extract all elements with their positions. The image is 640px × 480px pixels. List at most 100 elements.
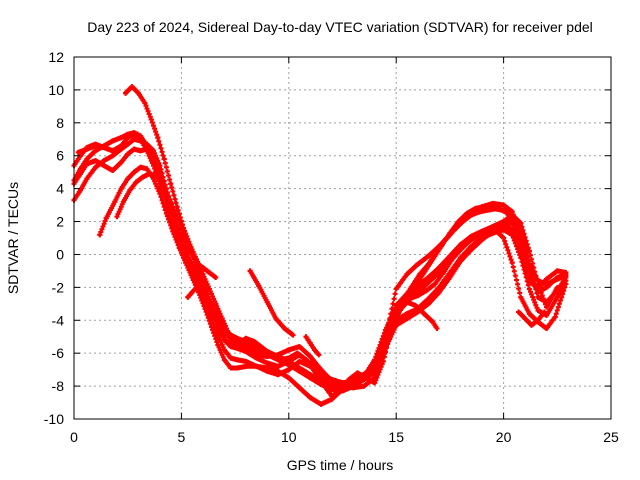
data-point (183, 260, 189, 266)
data-point (213, 274, 219, 280)
data-point (150, 154, 156, 160)
data-point (213, 301, 219, 307)
data-point (378, 349, 384, 355)
data-point (118, 186, 124, 192)
data-point (75, 149, 81, 155)
data-point (447, 230, 453, 236)
data-point (245, 347, 251, 353)
data-point (501, 235, 507, 241)
data-point (316, 352, 322, 358)
data-point (544, 312, 550, 318)
data-point (254, 363, 260, 369)
data-point (275, 363, 281, 369)
data-point (144, 146, 150, 152)
y-tick-label: 12 (48, 49, 64, 65)
data-point (125, 176, 131, 182)
data-point (273, 316, 279, 322)
data-point (286, 355, 292, 361)
data-point (243, 358, 249, 364)
data-point (97, 232, 103, 238)
data-point (101, 163, 107, 169)
data-point (372, 363, 378, 369)
data-point (219, 316, 225, 322)
data-point (501, 202, 507, 208)
data-point (131, 136, 137, 142)
data-point (501, 227, 507, 233)
data-point (202, 306, 208, 312)
data-point (234, 357, 240, 363)
data-point (157, 191, 163, 197)
data-point (103, 215, 109, 221)
data-point (526, 311, 532, 317)
data-point (329, 378, 335, 384)
data-point (329, 393, 335, 399)
data-point (425, 276, 431, 282)
data-point (166, 194, 172, 200)
data-point (413, 302, 419, 308)
data-point (84, 176, 90, 182)
data-point (92, 148, 98, 154)
data-point (264, 360, 270, 366)
data-point (425, 301, 431, 307)
data-point (153, 172, 159, 178)
data-point (131, 131, 137, 137)
data-point (535, 294, 541, 300)
data-point (318, 367, 324, 373)
data-point (413, 283, 419, 289)
data-point (554, 268, 560, 274)
series-track-17 (303, 334, 322, 358)
data-point (120, 199, 126, 205)
x-tick-label: 20 (496, 429, 512, 445)
data-point (260, 345, 266, 351)
data-point (466, 238, 472, 244)
data-point (346, 377, 352, 383)
data-point (464, 210, 470, 216)
data-point (189, 274, 195, 280)
data-point (221, 347, 227, 353)
data-point (522, 316, 528, 322)
data-point (125, 141, 131, 147)
data-point (455, 219, 461, 225)
data-point (297, 368, 303, 374)
data-point (440, 270, 446, 276)
data-point (415, 261, 421, 267)
data-point (563, 281, 569, 287)
data-point (492, 227, 498, 233)
data-point (243, 335, 249, 341)
data-point (337, 388, 343, 394)
data-point (226, 330, 232, 336)
data-point (554, 284, 560, 290)
data-point (92, 143, 98, 149)
chart-title: Day 223 of 2024, Sidereal Day-to-day VTE… (87, 19, 593, 35)
y-tick-label: 8 (56, 115, 64, 131)
data-point (361, 383, 367, 389)
y-tick-label: 6 (56, 148, 64, 164)
data-point (112, 199, 118, 205)
data-point (524, 248, 530, 254)
data-point (447, 274, 453, 280)
data-point (541, 309, 547, 315)
data-point (204, 268, 210, 274)
x-tick-label: 25 (603, 429, 619, 445)
data-point (125, 151, 131, 157)
data-point (144, 141, 150, 147)
data-point (198, 273, 204, 279)
data-point (172, 209, 178, 215)
data-point (432, 281, 438, 287)
data-point (475, 232, 481, 238)
data-point (138, 164, 144, 170)
data-point (161, 156, 167, 162)
data-point (468, 247, 474, 253)
data-point (350, 385, 356, 391)
data-point (84, 161, 90, 167)
data-point (127, 187, 133, 193)
data-point (101, 145, 107, 150)
data-point (307, 395, 313, 401)
data-point (178, 225, 184, 231)
y-tick-label: 10 (48, 82, 64, 98)
data-point (518, 220, 524, 226)
tick-layer: 0 5 10 15 20 25 -10 -8 -6 -4 -2 0 2 4 6 8 10 12 (44, 49, 619, 445)
data-point (131, 146, 137, 152)
x-tick-label: 15 (388, 429, 404, 445)
data-point (307, 353, 313, 359)
